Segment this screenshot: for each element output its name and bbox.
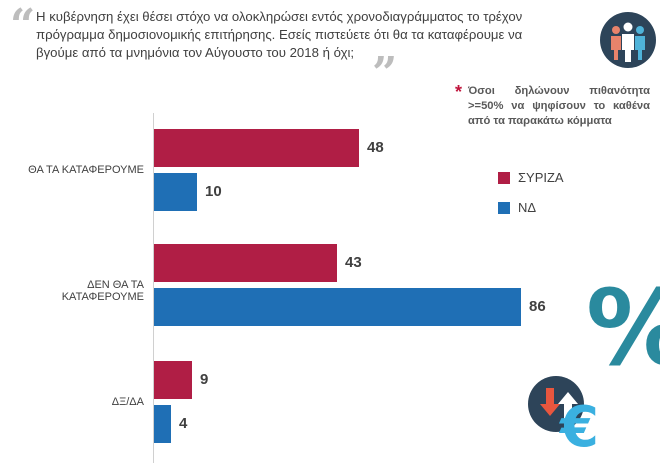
bar-value-label: 4: [179, 415, 187, 432]
category-label-will-not-succeed: ΔΕΝ ΘΑ ΤΑ ΚΑΤΑΦΕΡΟΥΜΕ: [4, 279, 144, 303]
legend-item-syriza: ΣΥΡΙΖΑ: [498, 170, 564, 185]
question-text: Η κυβέρνηση έχει θέσει στόχο να ολοκληρώ…: [36, 8, 556, 62]
bar-ΝΔ-1: [154, 288, 521, 326]
bar-value-label: 43: [345, 254, 362, 271]
bar-ΣΥΡΙΖΑ-2: [154, 361, 192, 399]
percent-sign-icon: %: [586, 276, 660, 380]
category-label-dont-know: ΔΞ/ΔΑ: [4, 396, 144, 408]
bar-value-label: 48: [367, 139, 384, 156]
bar-ΣΥΡΙΖΑ-1: [154, 244, 337, 282]
euro-sign-icon: €: [560, 400, 599, 456]
bar-value-label: 9: [200, 371, 208, 388]
bar-value-label: 10: [205, 183, 222, 200]
asterisk-mark: *: [455, 84, 462, 100]
people-group-icon: [600, 12, 656, 68]
close-quote-mark: ”: [372, 52, 397, 96]
open-quote-mark: “: [10, 4, 35, 48]
bar-value-label: 86: [529, 298, 546, 315]
legend-swatch-nd: [498, 202, 510, 214]
footnote-text: Όσοι δηλώνουν πιθανότητα >=50% να ψηφίσο…: [468, 84, 650, 129]
category-label-will-succeed: ΘΑ ΤΑ ΚΑΤΑΦΕΡΟΥΜΕ: [4, 164, 144, 176]
bar-ΝΔ-0: [154, 173, 197, 211]
bar-ΝΔ-2: [154, 405, 171, 443]
bar-ΣΥΡΙΖΑ-0: [154, 129, 359, 167]
legend-swatch-syriza: [498, 172, 510, 184]
legend-label-syriza: ΣΥΡΙΖΑ: [518, 170, 564, 185]
legend-label-nd: ΝΔ: [518, 200, 536, 215]
legend-item-nd: ΝΔ: [498, 200, 536, 215]
